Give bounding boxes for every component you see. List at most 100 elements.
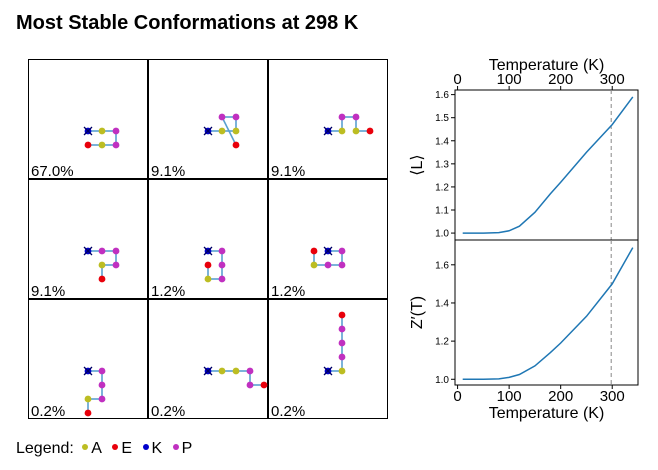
residue-marker-e — [338, 311, 346, 319]
residue-marker-a — [98, 261, 106, 269]
residue-marker-e — [204, 261, 212, 269]
residue-marker-p — [232, 113, 240, 121]
residue-marker-p — [218, 275, 226, 283]
residue-marker-p — [112, 261, 120, 269]
panel-percent: 9.1% — [151, 163, 185, 180]
grid-panel: 1.2% — [148, 179, 268, 300]
residue-marker-p — [246, 367, 254, 375]
panel-frame — [28, 59, 148, 179]
start-marker — [203, 366, 213, 376]
panel-frame — [268, 179, 388, 299]
residue-marker-p — [112, 127, 120, 135]
panel-percent: 0.2% — [271, 403, 305, 419]
residue-marker-p — [338, 339, 346, 347]
residue-marker-p — [98, 381, 106, 389]
residue-marker-p — [98, 367, 106, 375]
legend-text-p: P — [181, 440, 193, 457]
page-title: Most Stable Conformations at 298 K — [16, 12, 359, 34]
x-axis-label: Temperature (K) — [489, 405, 605, 422]
y-tick-label: 1.2 — [435, 337, 449, 348]
residue-marker-a — [218, 367, 226, 375]
y-tick-label: 1.6 — [435, 260, 449, 271]
residue-marker-p — [98, 247, 106, 255]
residue-marker-e — [98, 275, 106, 283]
residue-marker-e — [366, 127, 374, 135]
y-tick-label: 1.5 — [435, 113, 449, 124]
residue-marker-a — [338, 127, 346, 135]
grid-panel: 0.2% — [28, 299, 148, 419]
residue-marker-p — [338, 325, 346, 333]
y-tick-label: 1.6 — [435, 90, 449, 101]
legend-item-a: A — [78, 440, 102, 458]
x-tick-label: 100 — [497, 388, 522, 405]
y-tick-label: 1.2 — [435, 182, 449, 193]
residue-marker-a — [204, 275, 212, 283]
x-axis-label: Temperature (K) — [489, 57, 605, 74]
legend: Legend: A E K P — [16, 440, 194, 458]
legend-marker-e — [112, 444, 119, 451]
residue-marker-a — [352, 127, 360, 135]
panel-percent: 0.2% — [151, 403, 185, 419]
panel-frame — [28, 179, 148, 299]
panel-percent: 1.2% — [151, 283, 185, 300]
x-tick-label: 0 — [453, 388, 461, 405]
start-marker — [203, 126, 213, 136]
legend-item-e: E — [108, 440, 132, 458]
residue-marker-p — [352, 113, 360, 121]
start-marker — [323, 246, 333, 256]
series-line — [462, 247, 634, 381]
y-axis-label: Z′(T) — [409, 296, 426, 329]
start-marker — [323, 366, 333, 376]
start-marker — [83, 246, 93, 256]
residue-marker-a — [338, 367, 346, 375]
residue-marker-p — [246, 381, 254, 389]
residue-marker-e — [84, 141, 92, 149]
plot-frame — [454, 89, 639, 241]
residue-marker-p — [112, 141, 120, 149]
grid-panel: 9.1% — [268, 59, 388, 180]
y-tick-label: 1.4 — [435, 136, 449, 147]
residue-marker-a — [84, 395, 92, 403]
y-tick-label: 1.3 — [435, 159, 449, 170]
residue-marker-a — [98, 141, 106, 149]
legend-item-p: P — [169, 440, 193, 458]
start-marker — [203, 246, 213, 256]
panel-percent: 1.2% — [271, 283, 305, 300]
partition-plot: 0 100 200 300 1.0 1.2 1.4 1.6 Temperature (K) Z′(… — [409, 239, 639, 422]
panel-percent: 9.1% — [31, 283, 65, 300]
x-tick-label: 100 — [497, 71, 522, 88]
start-marker — [323, 126, 333, 136]
legend-marker-a — [82, 444, 89, 451]
y-tick-label: 1.1 — [435, 206, 449, 217]
residue-marker-e — [84, 409, 92, 417]
grid-panel: 9.1% — [28, 179, 148, 300]
panel-frame — [268, 59, 388, 179]
legend-marker-p — [172, 444, 179, 451]
residue-marker-p — [324, 261, 332, 269]
x-tick-label: 300 — [600, 388, 625, 405]
bond-line — [221, 116, 237, 146]
grid-panel: 67.0% — [28, 59, 148, 180]
y-tick-label: 1.4 — [435, 298, 449, 309]
residue-marker-p — [218, 247, 226, 255]
residue-marker-a — [98, 127, 106, 135]
x-tick-label: 200 — [548, 71, 573, 88]
residue-marker-p — [98, 395, 106, 403]
residue-marker-e — [232, 141, 240, 149]
start-marker — [83, 126, 93, 136]
legend-text-k: K — [151, 440, 163, 457]
conformation-grid: 67.0% 9.1% 9.1% 9.1% 1.2% 1.2% 0.2% 0.2% 0.2% — [28, 59, 388, 419]
residue-marker-e — [310, 247, 318, 255]
x-tick-label: 0 — [453, 71, 461, 88]
residue-marker-a — [232, 127, 240, 135]
legend-text-e: E — [121, 440, 133, 457]
panel-frame — [148, 59, 268, 179]
residue-marker-a — [232, 367, 240, 375]
y-tick-label: 1.0 — [435, 375, 449, 386]
grid-panel: 0.2% — [268, 299, 388, 419]
residue-marker-p — [218, 113, 226, 121]
residue-marker-p — [338, 113, 346, 121]
residue-marker-p — [112, 247, 120, 255]
residue-marker-e — [260, 381, 268, 389]
residue-marker-p — [218, 261, 226, 269]
